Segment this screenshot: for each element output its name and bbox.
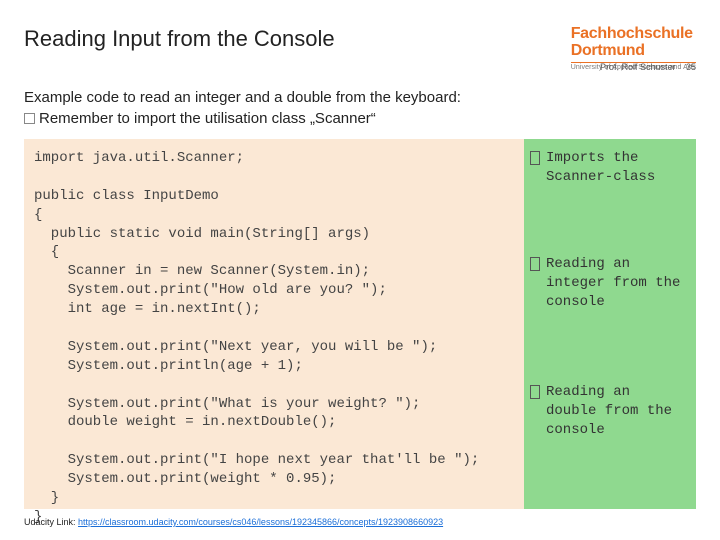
bullet-icon bbox=[530, 151, 540, 165]
content-row: import java.util.Scanner; public class I… bbox=[24, 139, 696, 509]
bullet-icon bbox=[24, 113, 35, 124]
annotation-panel: Imports the Scanner-class Reading an int… bbox=[524, 139, 696, 509]
page-number: 35 bbox=[686, 62, 696, 72]
annotation-text: Reading an double from the console bbox=[546, 383, 688, 440]
footer: Udacity Link: https://classroom.udacity.… bbox=[24, 517, 696, 527]
footer-label: Udacity Link: bbox=[24, 517, 78, 527]
slide-meta: Prof. Rolf Schuster 35 bbox=[600, 62, 696, 72]
logo-main-text: Fachhochschule Dortmund bbox=[571, 26, 696, 60]
annotation-item-3: Reading an double from the console bbox=[530, 383, 688, 440]
udacity-link[interactable]: https://classroom.udacity.com/courses/cs… bbox=[78, 517, 443, 527]
annotation-item-1: Imports the Scanner-class bbox=[530, 149, 688, 187]
page-title: Reading Input from the Console bbox=[24, 26, 335, 52]
annotation-text: Reading an integer from the console bbox=[546, 255, 688, 312]
bullet-icon bbox=[530, 257, 540, 271]
code-panel: import java.util.Scanner; public class I… bbox=[24, 139, 524, 509]
author-name: Prof. Rolf Schuster bbox=[600, 62, 676, 72]
intro-line-2: Remember to import the utilisation class… bbox=[24, 110, 696, 127]
intro-line-1: Example code to read an integer and a do… bbox=[24, 89, 696, 106]
bullet-icon bbox=[530, 385, 540, 399]
annotation-item-2: Reading an integer from the console bbox=[530, 255, 688, 312]
intro-line-2-text: Remember to import the utilisation class… bbox=[39, 110, 376, 127]
annotation-text: Imports the Scanner-class bbox=[546, 149, 688, 187]
